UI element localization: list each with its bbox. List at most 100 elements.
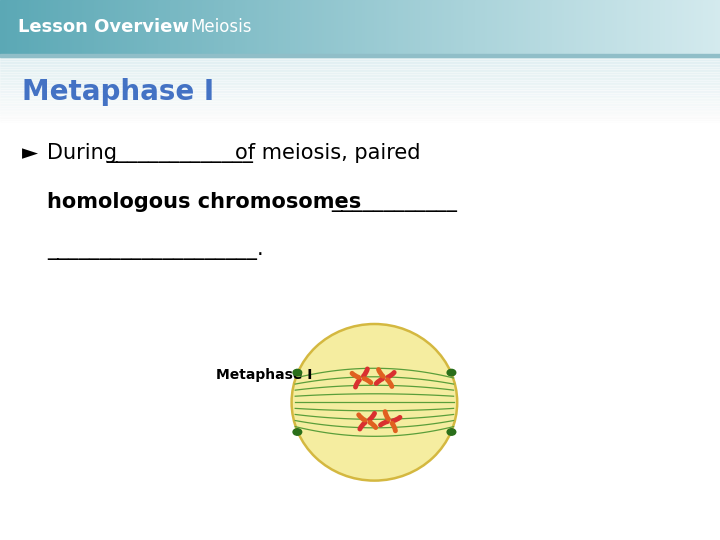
Bar: [509, 0, 513, 54]
Bar: [639, 0, 642, 54]
Bar: [430, 0, 433, 54]
Bar: [9, 0, 14, 54]
Bar: [31, 0, 35, 54]
Bar: [439, 0, 443, 54]
Bar: [137, 0, 140, 54]
Bar: [379, 0, 383, 54]
Bar: [648, 0, 652, 54]
Bar: [144, 0, 148, 54]
Bar: [317, 0, 320, 54]
Bar: [559, 0, 563, 54]
Bar: [686, 0, 690, 54]
Bar: [295, 0, 299, 54]
Bar: [79, 0, 83, 54]
Bar: [451, 0, 455, 54]
Bar: [324, 0, 328, 54]
Bar: [175, 0, 179, 54]
Bar: [360, 0, 364, 54]
Bar: [0, 110, 720, 112]
Bar: [142, 0, 145, 54]
Bar: [326, 0, 330, 54]
Ellipse shape: [292, 324, 457, 481]
Bar: [166, 0, 169, 54]
Bar: [634, 0, 637, 54]
Bar: [63, 0, 66, 54]
Bar: [288, 0, 292, 54]
Bar: [27, 0, 30, 54]
Bar: [477, 0, 482, 54]
Text: ____________________.: ____________________.: [47, 240, 264, 260]
Bar: [312, 0, 316, 54]
Bar: [614, 0, 618, 54]
Bar: [617, 0, 621, 54]
Bar: [675, 0, 678, 54]
Bar: [146, 0, 150, 54]
Bar: [362, 0, 366, 54]
Bar: [257, 0, 261, 54]
Bar: [139, 0, 143, 54]
Bar: [122, 0, 126, 54]
Bar: [0, 97, 720, 99]
Bar: [0, 99, 720, 100]
Bar: [0, 60, 720, 62]
Bar: [230, 0, 234, 54]
Bar: [0, 96, 720, 97]
Bar: [672, 0, 676, 54]
Bar: [0, 81, 720, 83]
Bar: [540, 0, 544, 54]
Bar: [667, 0, 671, 54]
Bar: [0, 94, 720, 96]
Bar: [86, 0, 90, 54]
Bar: [545, 0, 549, 54]
Bar: [470, 0, 474, 54]
Bar: [485, 0, 489, 54]
Bar: [180, 0, 184, 54]
Bar: [403, 0, 407, 54]
Bar: [48, 0, 52, 54]
Bar: [110, 0, 114, 54]
Bar: [293, 0, 297, 54]
Bar: [607, 0, 611, 54]
Bar: [689, 0, 693, 54]
Bar: [650, 0, 654, 54]
Bar: [0, 0, 4, 54]
Bar: [693, 0, 698, 54]
Bar: [283, 0, 287, 54]
Bar: [706, 0, 709, 54]
Bar: [624, 0, 628, 54]
Bar: [209, 0, 212, 54]
Bar: [441, 0, 446, 54]
Bar: [711, 0, 714, 54]
Bar: [178, 0, 181, 54]
Bar: [55, 0, 59, 54]
Bar: [600, 0, 604, 54]
Bar: [401, 0, 405, 54]
Bar: [0, 120, 720, 122]
Bar: [449, 0, 453, 54]
Bar: [120, 0, 124, 54]
Bar: [511, 0, 515, 54]
Bar: [444, 0, 448, 54]
Bar: [434, 0, 438, 54]
Bar: [0, 105, 720, 107]
Bar: [394, 0, 397, 54]
Bar: [2, 0, 6, 54]
Bar: [655, 0, 659, 54]
Bar: [696, 0, 700, 54]
Bar: [271, 0, 275, 54]
Bar: [425, 0, 428, 54]
Bar: [564, 0, 568, 54]
Bar: [0, 109, 720, 110]
Bar: [475, 0, 479, 54]
Bar: [646, 0, 649, 54]
Bar: [161, 0, 165, 54]
Bar: [245, 0, 248, 54]
Bar: [0, 86, 720, 87]
Bar: [670, 0, 673, 54]
Bar: [701, 0, 705, 54]
Bar: [264, 0, 268, 54]
Bar: [0, 79, 720, 81]
Bar: [218, 0, 222, 54]
Bar: [319, 0, 323, 54]
Bar: [423, 0, 426, 54]
